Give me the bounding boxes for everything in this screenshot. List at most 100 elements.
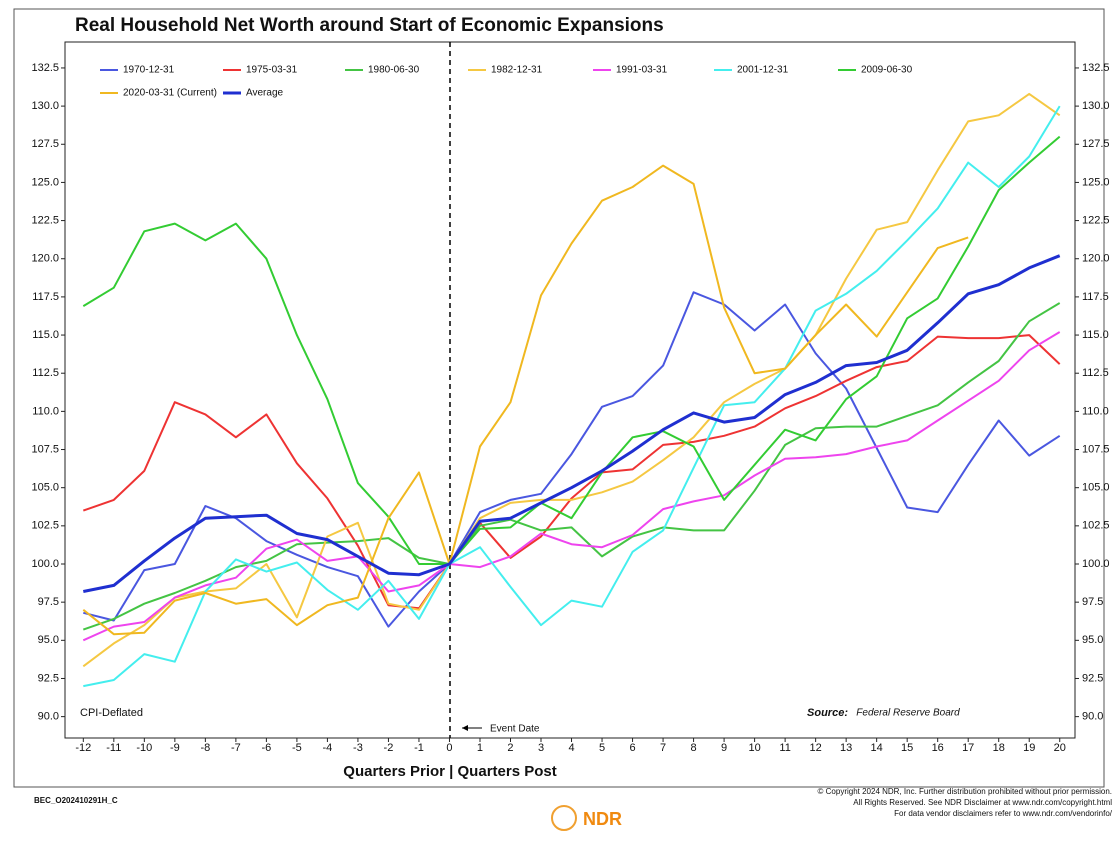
x-tick-label: -1 — [414, 742, 424, 754]
x-tick-label: -6 — [261, 742, 271, 754]
x-tick-label: -9 — [170, 742, 180, 754]
x-tick-label: 16 — [932, 742, 944, 754]
y2-tick-label: 100.0 — [1082, 558, 1110, 570]
copyright: All Rights Reserved. See NDR Disclaimer … — [853, 798, 1112, 807]
x-tick-label: 11 — [779, 742, 790, 754]
y-tick-label: 122.5 — [31, 214, 59, 226]
y-tick-label: 90.0 — [38, 711, 59, 723]
legend-label: 2020-03-31 (Current) — [123, 88, 217, 99]
deflator-note: CPI-Deflated — [80, 707, 143, 719]
legend-label: 1980-06-30 — [368, 65, 420, 76]
y-tick-label: 115.0 — [32, 329, 59, 341]
y-tick-label: 112.5 — [32, 367, 59, 379]
y-tick-label: 107.5 — [31, 443, 59, 455]
y-tick-label: 120.0 — [31, 253, 59, 265]
x-tick-label: 7 — [660, 742, 666, 754]
y2-tick-label: 95.0 — [1082, 634, 1103, 646]
x-tick-label: 17 — [962, 742, 974, 754]
y2-tick-label: 125.0 — [1082, 176, 1110, 188]
y-tick-label: 127.5 — [31, 138, 59, 150]
x-tick-label: 9 — [721, 742, 727, 754]
event-arrowhead — [462, 725, 468, 731]
y-tick-label: 102.5 — [31, 520, 59, 532]
x-tick-label: 8 — [691, 742, 697, 754]
legend-label: Average — [246, 88, 284, 99]
x-tick-label: -10 — [136, 742, 152, 754]
series-line — [83, 105, 1061, 688]
y-tick-label: 130.0 — [31, 100, 59, 112]
event-label: Event Date — [490, 724, 540, 735]
y-tick-label: 97.5 — [38, 596, 59, 608]
series-line — [82, 334, 1061, 610]
legend-label: 2001-12-31 — [737, 65, 789, 76]
x-tick-label: 20 — [1054, 742, 1066, 754]
x-tick-label: 2 — [507, 742, 513, 754]
series-line — [82, 164, 969, 636]
x-tick-label: 3 — [538, 742, 544, 754]
x-tick-label: 14 — [871, 742, 883, 754]
y-tick-label: 132.5 — [31, 62, 59, 74]
copyright: For data vendor disclaimers refer to www… — [894, 809, 1113, 818]
x-tick-label: 4 — [568, 742, 574, 754]
x-tick-label: 15 — [901, 742, 913, 754]
legend-label: 2009-06-30 — [861, 65, 913, 76]
x-tick-label: 18 — [993, 742, 1005, 754]
y2-tick-label: 122.5 — [1082, 214, 1110, 226]
y2-tick-label: 92.5 — [1082, 672, 1103, 684]
y2-tick-label: 97.5 — [1082, 596, 1103, 608]
x-tick-label: 10 — [748, 742, 760, 754]
x-tick-label: 1 — [477, 742, 483, 754]
y2-tick-label: 105.0 — [1082, 482, 1110, 494]
legend-label: 1991-03-31 — [616, 65, 668, 76]
y-tick-label: 117.5 — [32, 291, 59, 303]
chart-title: Real Household Net Worth around Start of… — [75, 15, 664, 36]
x-tick-label: -2 — [384, 742, 394, 754]
x-tick-label: 12 — [810, 742, 822, 754]
logo: NDR — [583, 809, 622, 829]
y2-tick-label: 90.0 — [1082, 711, 1103, 723]
frame — [13, 8, 1105, 788]
series-line — [83, 291, 1061, 628]
legend-label: 1975-03-31 — [246, 65, 298, 76]
x-axis-label: Quarters Prior | Quarters Post — [343, 763, 556, 780]
legend-label: 1982-12-31 — [491, 65, 543, 76]
y-tick-label: 110.0 — [32, 405, 59, 417]
source-label: Source: — [807, 707, 848, 719]
y2-tick-label: 112.5 — [1082, 367, 1109, 379]
x-tick-label: -8 — [200, 742, 210, 754]
x-tick-label: -4 — [323, 742, 333, 754]
copyright: © Copyright 2024 NDR, Inc. Further distr… — [818, 787, 1112, 796]
x-tick-label: -7 — [231, 742, 241, 754]
y-tick-label: 105.0 — [31, 482, 59, 494]
logo-mark — [551, 805, 577, 831]
y2-tick-label: 107.5 — [1082, 443, 1110, 455]
x-tick-label: 19 — [1023, 742, 1035, 754]
chart-code: BEC_O202410291H_C — [34, 796, 118, 805]
x-tick-label: 13 — [840, 742, 852, 754]
y-tick-label: 95.0 — [38, 634, 59, 646]
y2-tick-label: 115.0 — [1082, 329, 1109, 341]
y2-tick-label: 130.0 — [1082, 100, 1110, 112]
y2-tick-label: 120.0 — [1082, 253, 1110, 265]
x-tick-label: -11 — [106, 742, 121, 754]
x-tick-label: -12 — [75, 742, 91, 754]
y2-tick-label: 127.5 — [1082, 138, 1110, 150]
x-tick-label: -3 — [353, 742, 363, 754]
series-line — [82, 302, 1061, 631]
y2-tick-label: 132.5 — [1082, 62, 1110, 74]
x-tick-label: 5 — [599, 742, 605, 754]
series-line — [82, 331, 1061, 642]
y-tick-label: 125.0 — [31, 176, 59, 188]
legend-label: 1970-12-31 — [123, 65, 175, 76]
x-tick-label: 6 — [629, 742, 635, 754]
series-line — [83, 254, 1061, 593]
x-tick-label: -5 — [292, 742, 302, 754]
y2-tick-label: 110.0 — [1082, 405, 1109, 417]
y2-tick-label: 117.5 — [1082, 291, 1109, 303]
x-tick-label: 0 — [446, 742, 452, 754]
y-tick-label: 92.5 — [38, 672, 59, 684]
plot-area — [64, 41, 1076, 739]
series-line — [82, 135, 1061, 565]
series-line — [82, 92, 1061, 668]
